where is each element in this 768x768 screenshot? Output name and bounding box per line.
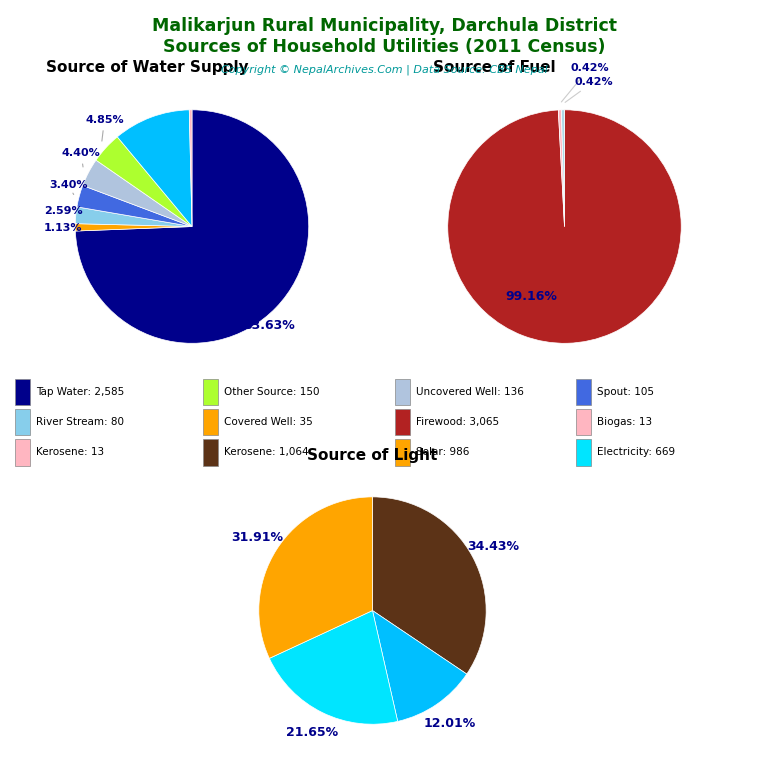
Bar	[204, 379, 218, 406]
Text: 83.63%: 83.63%	[243, 319, 295, 332]
Bar	[576, 379, 591, 406]
Text: 34.43%: 34.43%	[467, 540, 519, 553]
Text: Electricity: 669: Electricity: 669	[597, 447, 675, 457]
Text: 99.16%: 99.16%	[505, 290, 558, 303]
Wedge shape	[75, 223, 192, 231]
Bar	[576, 439, 591, 465]
Bar	[396, 409, 410, 435]
Wedge shape	[561, 110, 564, 227]
Bar	[204, 409, 218, 435]
Wedge shape	[259, 497, 372, 658]
Text: 21.65%: 21.65%	[286, 727, 339, 740]
Wedge shape	[75, 207, 192, 227]
Text: 0.42%: 0.42%	[561, 63, 609, 102]
Bar	[396, 439, 410, 465]
Bar	[396, 379, 410, 406]
Wedge shape	[96, 137, 192, 227]
Text: Solar: 986: Solar: 986	[416, 447, 470, 457]
Text: Biogas: 13: Biogas: 13	[597, 417, 652, 427]
Text: 2.59%: 2.59%	[45, 207, 83, 217]
Wedge shape	[448, 110, 681, 343]
Text: Malikarjun Rural Municipality, Darchula District: Malikarjun Rural Municipality, Darchula …	[151, 17, 617, 35]
Bar	[15, 439, 30, 465]
Wedge shape	[189, 110, 192, 227]
Bar	[576, 409, 591, 435]
Wedge shape	[118, 110, 192, 227]
Text: 4.40%: 4.40%	[61, 148, 101, 167]
Text: Tap Water: 2,585: Tap Water: 2,585	[36, 387, 124, 397]
Wedge shape	[372, 611, 467, 721]
Text: 12.01%: 12.01%	[423, 717, 475, 730]
Text: Uncovered Well: 136: Uncovered Well: 136	[416, 387, 525, 397]
Wedge shape	[558, 110, 564, 227]
Text: Copyright © NepalArchives.Com | Data Source: CBS Nepal: Copyright © NepalArchives.Com | Data Sou…	[220, 65, 548, 75]
Text: Firewood: 3,065: Firewood: 3,065	[416, 417, 499, 427]
Bar	[15, 379, 30, 406]
Text: Kerosene: 1,064: Kerosene: 1,064	[224, 447, 309, 457]
Wedge shape	[75, 110, 309, 343]
Wedge shape	[77, 186, 192, 227]
Text: Source of Fuel: Source of Fuel	[433, 61, 556, 75]
Bar	[15, 409, 30, 435]
Wedge shape	[270, 611, 398, 724]
Text: 3.40%: 3.40%	[49, 180, 88, 194]
Text: 1.13%: 1.13%	[44, 223, 82, 233]
Text: Spout: 105: Spout: 105	[597, 387, 654, 397]
Wedge shape	[83, 161, 192, 227]
Text: 31.91%: 31.91%	[231, 531, 283, 544]
Wedge shape	[372, 497, 486, 674]
Text: Covered Well: 35: Covered Well: 35	[224, 417, 313, 427]
Text: River Stream: 80: River Stream: 80	[36, 417, 124, 427]
Text: Kerosene: 13: Kerosene: 13	[36, 447, 104, 457]
Title: Source of Light: Source of Light	[307, 449, 438, 463]
Text: 4.85%: 4.85%	[85, 115, 124, 141]
Text: Source of Water Supply: Source of Water Supply	[46, 61, 249, 75]
Text: Other Source: 150: Other Source: 150	[224, 387, 320, 397]
Text: Sources of Household Utilities (2011 Census): Sources of Household Utilities (2011 Cen…	[163, 38, 605, 56]
Bar	[204, 439, 218, 465]
Text: 0.42%: 0.42%	[565, 77, 613, 102]
